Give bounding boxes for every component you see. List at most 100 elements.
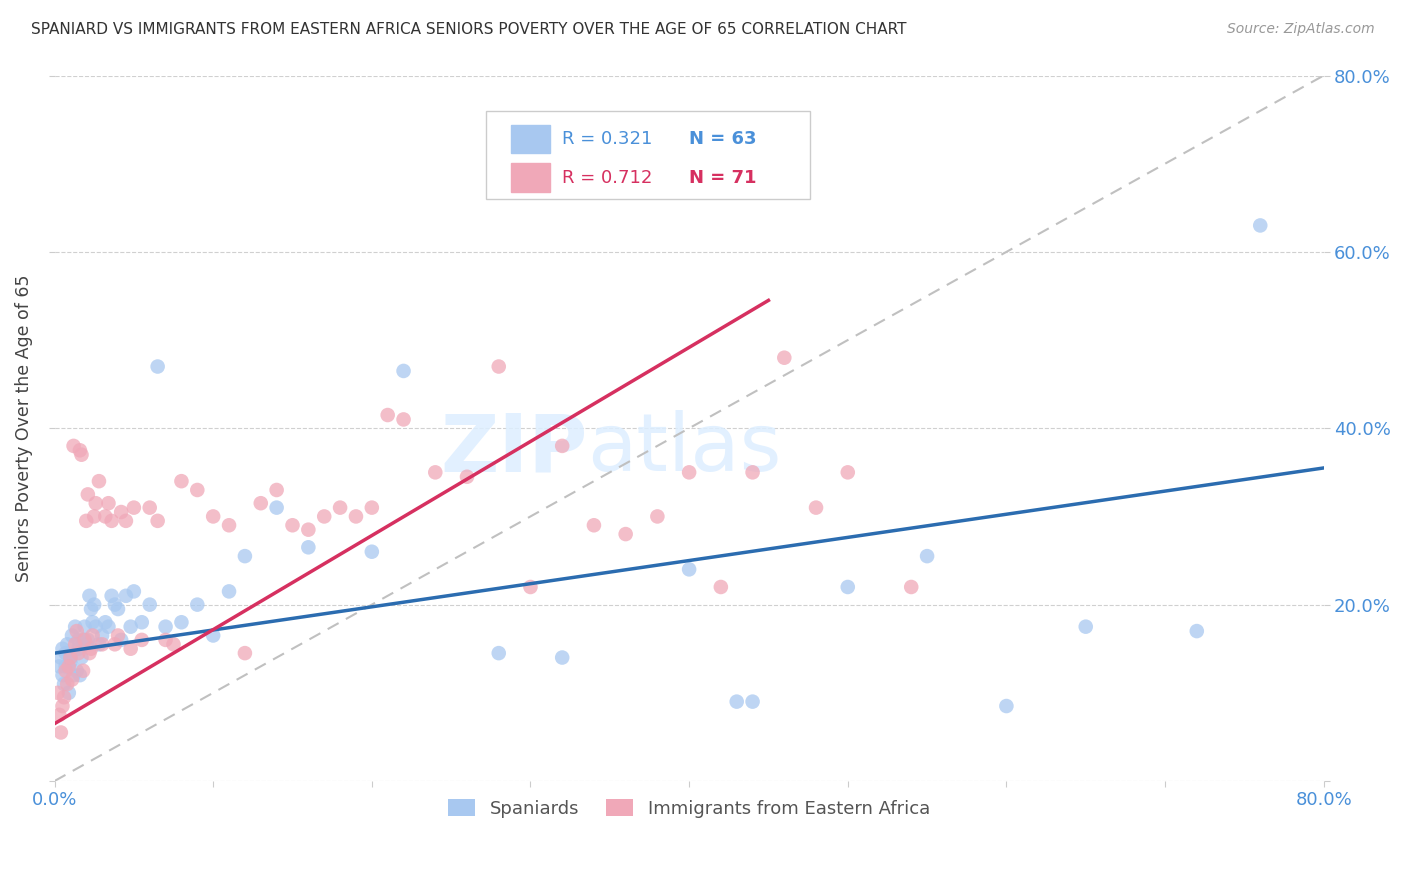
Point	[314, 509, 336, 524]
Point	[710, 580, 733, 594]
Point	[138, 598, 160, 612]
Point	[67, 641, 90, 656]
Point	[131, 632, 153, 647]
Point	[110, 632, 132, 647]
Point	[488, 646, 510, 660]
Point	[582, 518, 605, 533]
Bar	[512, 163, 550, 192]
Point	[392, 364, 415, 378]
Point	[297, 541, 319, 555]
Point	[55, 659, 77, 673]
Point	[170, 474, 193, 488]
Point	[186, 598, 208, 612]
Point	[360, 500, 382, 515]
Text: SPANIARD VS IMMIGRANTS FROM EASTERN AFRICA SENIORS POVERTY OVER THE AGE OF 65 CO: SPANIARD VS IMMIGRANTS FROM EASTERN AFRI…	[31, 22, 907, 37]
Point	[741, 695, 763, 709]
Point	[63, 620, 86, 634]
Point	[80, 641, 103, 656]
Point	[67, 646, 90, 660]
Point	[87, 474, 110, 488]
Point	[162, 637, 184, 651]
Point	[1074, 620, 1097, 634]
Point	[107, 602, 129, 616]
Point	[915, 549, 938, 563]
Point	[94, 509, 117, 524]
Point	[773, 351, 796, 365]
Point	[249, 496, 271, 510]
Point	[67, 632, 90, 647]
Point	[69, 668, 91, 682]
Point	[91, 637, 114, 651]
Point	[456, 469, 478, 483]
Point	[55, 664, 77, 678]
Point	[329, 500, 352, 515]
Point	[59, 650, 82, 665]
Point	[170, 615, 193, 630]
Point	[60, 628, 83, 642]
Point	[519, 580, 541, 594]
Point	[83, 598, 105, 612]
Point	[60, 673, 83, 687]
Point	[58, 686, 80, 700]
Point	[120, 641, 142, 656]
Point	[69, 443, 91, 458]
Point	[900, 580, 922, 594]
Point	[56, 637, 79, 651]
Point	[72, 664, 94, 678]
Point	[83, 509, 105, 524]
Point	[344, 509, 367, 524]
Point	[202, 628, 225, 642]
Point	[53, 677, 76, 691]
Point	[62, 439, 84, 453]
Point	[66, 664, 89, 678]
Point	[46, 686, 69, 700]
Point	[73, 620, 96, 634]
Point	[56, 677, 79, 691]
Point	[131, 615, 153, 630]
Point	[100, 514, 122, 528]
Point	[94, 615, 117, 630]
Point	[1249, 219, 1271, 233]
Point	[53, 690, 76, 705]
Point	[76, 487, 98, 501]
Point	[51, 699, 73, 714]
Point	[107, 628, 129, 642]
Point	[48, 707, 70, 722]
Point	[70, 650, 93, 665]
Legend: Spaniards, Immigrants from Eastern Africa: Spaniards, Immigrants from Eastern Afric…	[441, 792, 938, 825]
Text: N = 71: N = 71	[689, 169, 756, 186]
Point	[647, 509, 669, 524]
Point	[551, 650, 574, 665]
Point	[97, 496, 120, 510]
Point	[425, 466, 447, 480]
Point	[233, 549, 256, 563]
Point	[1185, 624, 1208, 638]
Point	[155, 620, 177, 634]
Point	[551, 439, 574, 453]
Point	[392, 412, 415, 426]
Point	[218, 584, 240, 599]
Point	[48, 659, 70, 673]
Point	[122, 584, 145, 599]
Point	[233, 646, 256, 660]
Point	[122, 500, 145, 515]
Text: Source: ZipAtlas.com: Source: ZipAtlas.com	[1227, 22, 1375, 37]
Point	[79, 646, 101, 660]
Point	[678, 466, 700, 480]
Point	[49, 725, 72, 739]
Point	[51, 641, 73, 656]
Text: R = 0.321: R = 0.321	[562, 129, 652, 148]
Point	[59, 655, 82, 669]
Text: atlas: atlas	[588, 410, 782, 489]
Text: ZIP: ZIP	[440, 410, 588, 489]
Point	[678, 562, 700, 576]
Point	[741, 466, 763, 480]
Point	[59, 650, 82, 665]
Point	[218, 518, 240, 533]
Bar	[512, 125, 550, 153]
Text: N = 63: N = 63	[689, 129, 756, 148]
Point	[55, 646, 77, 660]
Point	[70, 448, 93, 462]
Point	[104, 598, 127, 612]
Point	[725, 695, 748, 709]
